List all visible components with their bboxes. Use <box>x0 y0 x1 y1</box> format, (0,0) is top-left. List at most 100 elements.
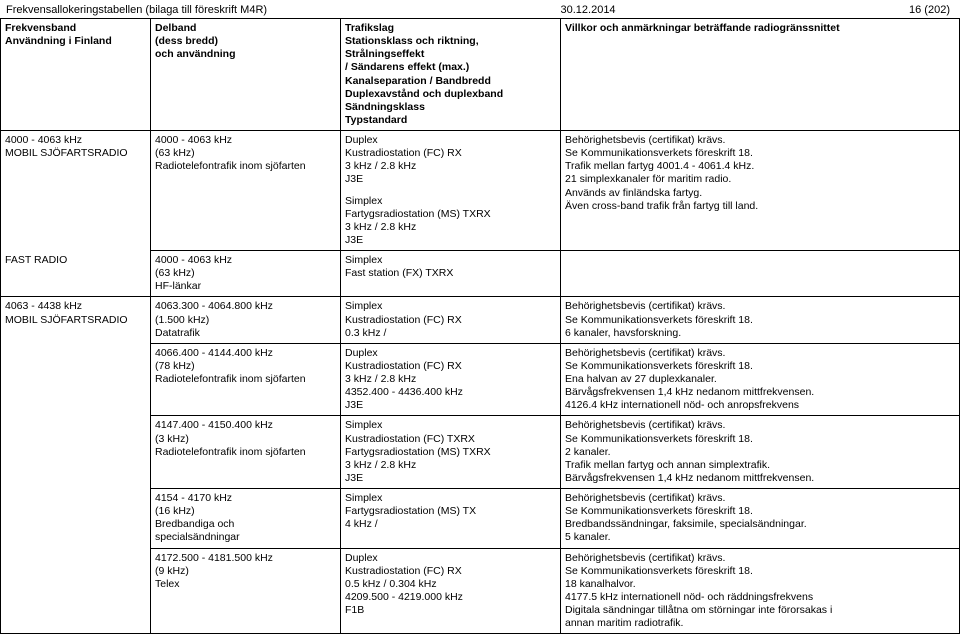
cell-line: Villkor och anmärkningar beträffande rad… <box>565 22 955 35</box>
cell-line: Radiotelefontrafik inom sjöfarten <box>155 373 336 386</box>
cell-line: annan maritim radiotrafik. <box>565 617 955 630</box>
cell-line: 4147.400 - 4150.400 kHz <box>155 419 336 432</box>
cell-line: Trafik mellan fartyg och annan simplextr… <box>565 459 955 472</box>
cell-line: Simplex <box>345 492 556 505</box>
cell-line: 5 kanaler. <box>565 531 955 544</box>
cell-line: 6 kanaler, havsforskning. <box>565 327 955 340</box>
cell-line: Bredbandssändningar, faksimile, specials… <box>565 518 955 531</box>
cell-delband: 4066.400 - 4144.400 kHz (78 kHz) Radiote… <box>151 343 341 416</box>
cell-line: Används av finländska fartyg. <box>565 187 955 200</box>
cell-line: MOBIL SJÖFARTSRADIO <box>5 314 146 327</box>
header-right: 16 (202) <box>909 4 950 16</box>
cell-line: 4063 - 4438 kHz <box>5 300 146 313</box>
cell-band: 4063 - 4438 kHz MOBIL SJÖFARTSRADIO <box>1 297 151 634</box>
cell-line: Typstandard <box>345 114 556 127</box>
cell-line: Duplex <box>345 347 556 360</box>
cell-line: Delband <box>155 22 336 35</box>
cell-delband: 4147.400 - 4150.400 kHz (3 kHz) Radiotel… <box>151 416 341 489</box>
cell-line: 3 kHz / 2.8 kHz <box>345 373 556 386</box>
cell-line: Kustradiostation (FC) RX <box>345 565 556 578</box>
cell-line: FAST RADIO <box>5 254 146 267</box>
cell-line: Fartygsradiostation (MS) TX <box>345 505 556 518</box>
cell-line: 4126.4 kHz internationell nöd- och anrop… <box>565 399 955 412</box>
th-villkor: Villkor och anmärkningar beträffande rad… <box>561 19 960 131</box>
cell-line: specialsändningar <box>155 531 336 544</box>
cell-line: Se Kommunikationsverkets föreskrift 18. <box>565 360 955 373</box>
cell-line: (9 kHz) <box>155 565 336 578</box>
cell-line: 4 kHz / <box>345 518 556 531</box>
cell-villkor <box>561 251 960 297</box>
cell-line: Se Kommunikationsverkets föreskrift 18. <box>565 565 955 578</box>
cell-line: Kustradiostation (FC) RX <box>345 314 556 327</box>
cell-line: Bärvågsfrekvensen 1,4 kHz nedanom mittfr… <box>565 472 955 485</box>
cell-line: Ena halvan av 27 duplexkanaler. <box>565 373 955 386</box>
cell-line: (78 kHz) <box>155 360 336 373</box>
cell-line: Se Kommunikationsverkets föreskrift 18. <box>565 433 955 446</box>
cell-line: J3E <box>345 234 556 247</box>
cell-line: 0.5 kHz / 0.304 kHz <box>345 578 556 591</box>
cell-line: F1B <box>345 604 556 617</box>
cell-line: 0.3 kHz / <box>345 327 556 340</box>
cell-line: Behörighetsbevis (certifikat) krävs. <box>565 347 955 360</box>
cell-line: Simplex <box>345 254 556 267</box>
cell-band: 4000 - 4063 kHz MOBIL SJÖFARTSRADIO <box>1 131 151 251</box>
cell-line: Duplexavstånd och duplexband <box>345 88 556 101</box>
cell-delband: 4000 - 4063 kHz (63 kHz) HF-länkar <box>151 251 341 297</box>
cell-line: 4000 - 4063 kHz <box>155 254 336 267</box>
cell-line: Bredbandiga och <box>155 518 336 531</box>
cell-line: Se Kommunikationsverkets föreskrift 18. <box>565 147 955 160</box>
cell-line: 3 kHz / 2.8 kHz <box>345 221 556 234</box>
cell-line: 4000 - 4063 kHz <box>5 134 146 147</box>
cell-line: 21 simplexkanaler för maritim radio. <box>565 173 955 186</box>
cell-line: Även cross-band trafik från fartyg till … <box>565 200 955 213</box>
cell-line: Sändningsklass <box>345 101 556 114</box>
cell-line: (63 kHz) <box>155 147 336 160</box>
cell-line: Fartygsradiostation (MS) TXRX <box>345 446 556 459</box>
cell-trafik: Simplex Kustradiostation (FC) TXRX Farty… <box>341 416 561 489</box>
cell-line: 3 kHz / 2.8 kHz <box>345 459 556 472</box>
cell-line: Fast station (FX) TXRX <box>345 267 556 280</box>
cell-line: Fartygsradiostation (MS) TXRX <box>345 208 556 221</box>
cell-trafik: Duplex Kustradiostation (FC) RX 3 kHz / … <box>341 343 561 416</box>
cell-line: Behörighetsbevis (certifikat) krävs. <box>565 134 955 147</box>
cell-line: Radiotelefontrafik inom sjöfarten <box>155 160 336 173</box>
cell-line: Digitala sändningar tillåtna om störning… <box>565 604 955 617</box>
cell-line: (3 kHz) <box>155 433 336 446</box>
cell-line: (1.500 kHz) <box>155 314 336 327</box>
cell-line: Behörighetsbevis (certifikat) krävs. <box>565 552 955 565</box>
th-delband: Delband (dess bredd) och användning <box>151 19 341 131</box>
cell-trafik: Simplex Kustradiostation (FC) RX 0.3 kHz… <box>341 297 561 343</box>
cell-line: Behörighetsbevis (certifikat) krävs. <box>565 492 955 505</box>
cell-line: 4177.5 kHz internationell nöd- och räddn… <box>565 591 955 604</box>
cell-trafik: Simplex Fartygsradiostation (MS) TX 4 kH… <box>341 489 561 549</box>
cell-line: 4172.500 - 4181.500 kHz <box>155 552 336 565</box>
allocation-table: Frekvensband Användning i Finland Delban… <box>0 18 960 634</box>
cell-villkor: Behörighetsbevis (certifikat) krävs. Se … <box>561 131 960 251</box>
cell-line: 4066.400 - 4144.400 kHz <box>155 347 336 360</box>
cell-line: Kustradiostation (FC) RX <box>345 147 556 160</box>
cell-line: 4209.500 - 4219.000 kHz <box>345 591 556 604</box>
cell-line: Simplex <box>345 300 556 313</box>
cell-villkor: Behörighetsbevis (certifikat) krävs. Se … <box>561 489 960 549</box>
cell-line: Behörighetsbevis (certifikat) krävs. <box>565 419 955 432</box>
cell-trafik: Simplex Fast station (FX) TXRX <box>341 251 561 297</box>
cell-line: Kustradiostation (FC) RX <box>345 360 556 373</box>
cell-line: Datatrafik <box>155 327 336 340</box>
cell-line: Radiotelefontrafik inom sjöfarten <box>155 446 336 459</box>
cell-line: Stationsklass och riktning, Strålningsef… <box>345 35 556 61</box>
cell-line: Trafik mellan fartyg 4001.4 - 4061.4 kHz… <box>565 160 955 173</box>
spacer <box>345 187 556 195</box>
cell-line: Behörighetsbevis (certifikat) krävs. <box>565 300 955 313</box>
cell-line: Telex <box>155 578 336 591</box>
cell-line: 4352.400 - 4436.400 kHz <box>345 386 556 399</box>
cell-delband: 4172.500 - 4181.500 kHz (9 kHz) Telex <box>151 548 341 634</box>
cell-line: J3E <box>345 472 556 485</box>
cell-line: 4154 - 4170 kHz <box>155 492 336 505</box>
table-row: 4000 - 4063 kHz MOBIL SJÖFARTSRADIO 4000… <box>1 131 960 251</box>
cell-line: Se Kommunikationsverkets föreskrift 18. <box>565 314 955 327</box>
cell-line: Kustradiostation (FC) TXRX <box>345 433 556 446</box>
cell-villkor: Behörighetsbevis (certifikat) krävs. Se … <box>561 343 960 416</box>
cell-band: FAST RADIO <box>1 251 151 297</box>
cell-line: 4063.300 - 4064.800 kHz <box>155 300 336 313</box>
cell-line: / Sändarens effekt (max.) <box>345 61 556 74</box>
